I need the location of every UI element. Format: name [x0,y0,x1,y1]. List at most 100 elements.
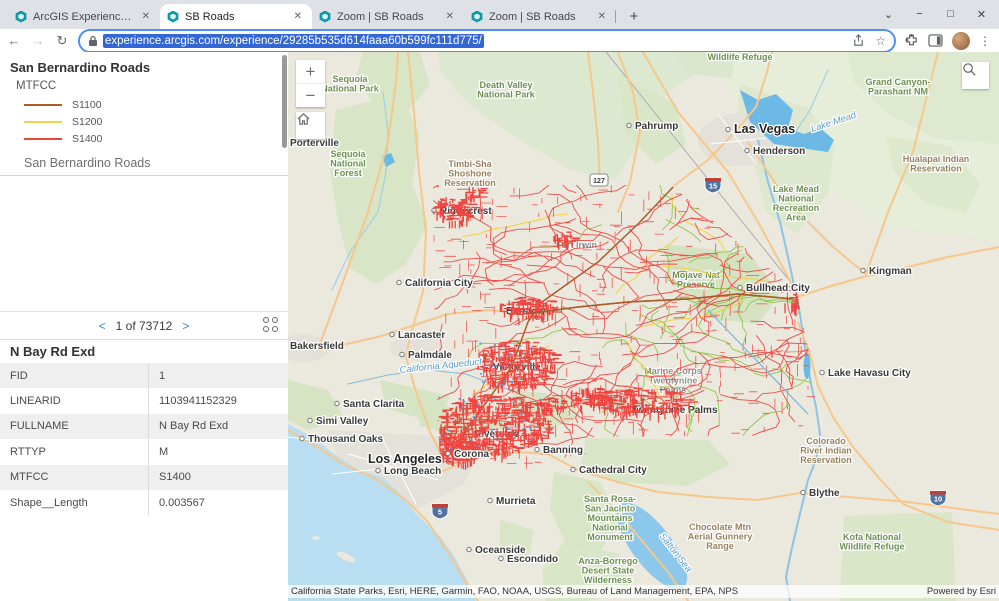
map-label: Henderson [753,146,805,157]
map-label: Grand Canyon-Parashant NM [865,77,930,97]
city-dot [626,122,632,129]
window-controls: ⌄ − □ ✕ [873,0,997,28]
map-label: Porterville [290,138,339,149]
attribute-field-name: MTFCC [0,464,149,490]
chevron-down-icon[interactable]: ⌄ [883,8,894,21]
map-label: Kofa National Wildlife Refuge [840,532,905,552]
url-bar[interactable]: experience.arcgis.com/experience/29285b5… [78,28,896,53]
browser-tab-strip: ArcGIS Experience Builder✕SB Roads✕Zoom … [0,0,999,29]
back-button[interactable]: ← [7,33,21,48]
attribute-field-name: Shape__Length [0,489,149,516]
tab-title: ArcGIS Experience Builder [33,10,133,23]
attribute-field-name: FID [0,363,149,389]
actions-grid-icon[interactable] [263,317,278,332]
arcgis-favicon [319,10,331,23]
city-dot [744,147,750,154]
tab-close-icon[interactable]: ✕ [445,11,454,22]
city-dot [737,284,743,291]
city-dot [375,467,381,474]
home-extent-button[interactable] [296,112,325,139]
maximize-button[interactable]: □ [947,8,954,20]
sidebar-scrollbar[interactable] [282,55,287,148]
shield-number: 127 [593,178,605,185]
map-label: Sequoia National Park [321,74,380,94]
url-text[interactable]: experience.arcgis.com/experience/29285b5… [103,33,484,48]
search-icon [963,63,976,76]
feature-attribute-table: FID 1 LINEARID 1103941152329 FULLNAME N Bay R… [0,363,288,516]
attribute-value: S1400 [159,471,191,484]
interstate-shield [431,503,449,520]
extensions-icon[interactable] [904,33,919,48]
browser-tab[interactable]: Zoom | SB Roads ✕ [464,4,616,29]
zoom-in-button[interactable]: + [296,60,325,84]
legend-item-label: S1200 [72,115,103,128]
divider [0,175,288,176]
minimize-button[interactable]: − [916,8,923,20]
map-label: Lake Mead National Recreation Area [773,184,820,223]
map-label: Murrieta [496,496,536,507]
city-dot [334,400,340,407]
arcgis-favicon [15,10,27,23]
menu-kebab-icon[interactable]: ⋮ [979,33,991,48]
map-label: Timbi-Sha Shoshone Reservation [444,159,496,188]
feature-list-title: San Bernardino Roads [24,156,151,170]
tab-close-icon[interactable]: ✕ [141,11,150,22]
attribute-row: Shape__Length 0.003567 [0,489,288,516]
city-dot [307,417,313,424]
map-container: Ridgecrest Barstow Victorville Riverside Twe… [288,52,999,601]
home-icon [297,113,310,125]
legend-title: San Bernardino Roads [10,60,151,75]
zoom-out-button[interactable]: − [296,84,325,107]
map-label: Simi Valley [316,416,369,427]
powered-by-text: Powered by Esri [926,586,996,597]
shield-number: 10 [934,495,942,504]
browser-tab[interactable]: ArcGIS Experience Builder ✕ [8,4,160,29]
attribution-text: California State Parks, Esri, HERE, Garm… [291,586,739,597]
city-dot [396,279,402,286]
attribute-value: 1103941152329 [159,395,237,408]
map-label: Anza-Borrego Desert State Wilderness [578,556,638,585]
prev-page-button[interactable]: < [98,318,106,333]
attribute-row: FID 1 [0,363,288,389]
legend-item: S1100 [24,96,278,113]
browser-tab[interactable]: SB Roads ✕ [160,4,312,29]
attribute-value: 1 [159,369,166,382]
browser-tab[interactable]: Zoom | SB Roads ✕ [312,4,464,29]
attribute-field-name: FULLNAME [0,413,149,440]
map-label: Thousand Oaks [308,434,383,445]
legend-swatch-line [24,137,62,140]
map-label: Colorado River Indian Reservation [800,436,852,465]
attribute-value: M [159,445,169,458]
city-dot [860,267,866,274]
arcgis-favicon [471,10,483,23]
attribute-row: MTFCC S1400 [0,464,288,490]
toolbar-icons: ⋮ [904,31,991,50]
state-route-shield [589,173,609,187]
close-button[interactable]: ✕ [976,8,987,21]
city-dot [498,555,504,562]
profile-avatar[interactable] [952,31,970,50]
map-canvas[interactable]: RidgecrestBarstowVictorvilleRiversideTwe… [288,52,999,601]
city-dot [445,450,451,457]
shield-number: 5 [438,508,442,517]
legend-swatch-line [24,120,62,123]
share-icon[interactable] [852,34,865,47]
new-tab-button[interactable]: + [629,7,639,25]
map-label: Cathedral City [579,465,647,476]
next-page-button[interactable]: > [182,318,190,333]
tab-title: SB Roads [185,10,235,23]
tab-close-icon[interactable]: ✕ [597,11,606,22]
shield-number: 15 [709,182,717,191]
map-search-button[interactable] [962,62,989,89]
map-label: Los Angeles [368,452,442,466]
side-panel-icon[interactable] [928,34,943,47]
feature-pagination: < 1 of 73712 > [0,311,288,340]
map-label: Sequoia National Forest [330,149,366,178]
forward-button[interactable]: → [31,33,45,48]
bookmark-star-icon[interactable]: ☆ [875,33,886,48]
attribute-value: N Bay Rd Exd [159,420,229,433]
city-dot [299,435,305,442]
tab-title: Zoom | SB Roads [337,10,424,23]
reload-button[interactable]: ↻ [56,32,68,48]
tab-close-icon[interactable]: ✕ [293,11,302,22]
